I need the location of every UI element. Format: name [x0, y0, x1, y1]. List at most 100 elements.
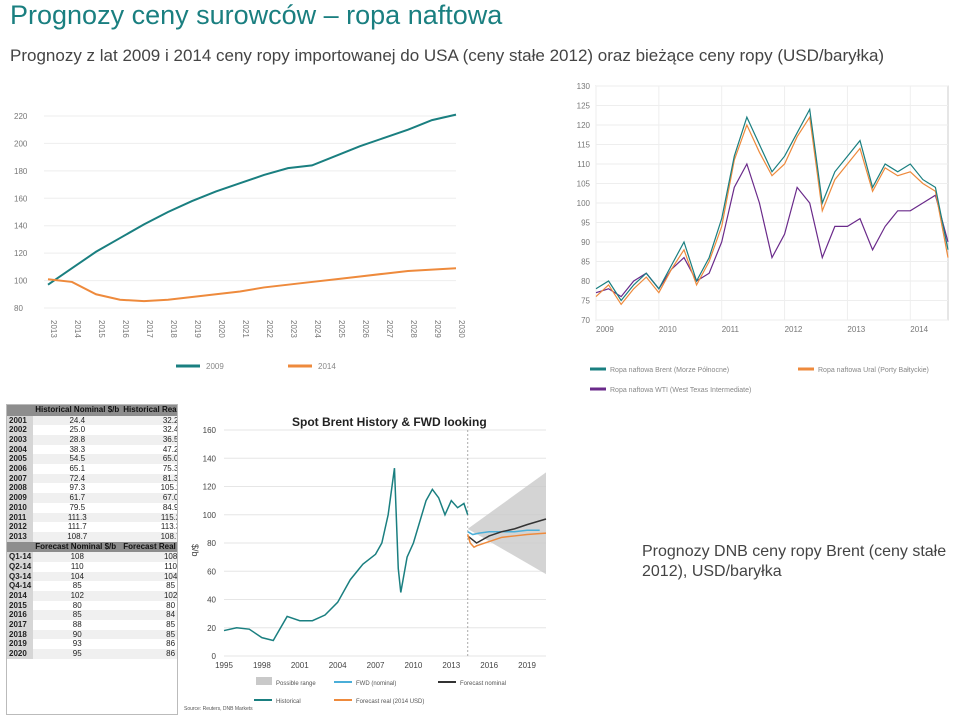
y-tick-label: 80 [581, 277, 590, 286]
y-tick-label: 160 [203, 426, 217, 435]
y-tick-label: 80 [14, 304, 23, 313]
legend-label: Ropa naftowa WTI (West Texas Intermediat… [610, 387, 751, 394]
row-label: 2019 [7, 639, 34, 650]
table-cell: 86 [121, 639, 177, 650]
row-label: 2002 [7, 425, 34, 435]
y-tick-label: 140 [203, 454, 217, 463]
y-tick-label: 75 [581, 297, 590, 306]
x-tick-label: 2024 [313, 320, 322, 338]
possible-range-area [467, 472, 546, 575]
table-cell: 80 [33, 600, 122, 611]
slide-subtitle: Prognozy z lat 2009 i 2014 ceny ropy imp… [10, 46, 885, 65]
row-label: 2003 [7, 434, 34, 445]
row-label: 2020 [7, 649, 34, 659]
x-tick-label: 2026 [361, 320, 370, 338]
table-cell: 85 [121, 620, 177, 630]
table-cell: Historical Real (2013) $/b [121, 405, 177, 416]
table-cell: 75.3 [121, 464, 177, 474]
y-tick-label: 220 [14, 112, 28, 121]
table-cell: 113.3 [121, 522, 177, 532]
table-cell: 111.7 [33, 522, 122, 532]
y-tick-label: 200 [14, 139, 28, 148]
row-label: Q4-14 [7, 581, 34, 591]
table-cell: Forecast Nominal $/b [33, 541, 122, 553]
table-cell: 67.0 [121, 493, 177, 503]
x-tick-label: 2022 [265, 320, 274, 338]
y-tick-label: 60 [207, 567, 216, 576]
table-cell: 32.4 [121, 425, 177, 435]
x-tick-label: 2014 [73, 320, 82, 338]
table-row: Q2-14 110 110 [7, 561, 177, 572]
table-cell: 25.0 [33, 425, 122, 435]
x-tick-label: 2020 [217, 320, 226, 338]
x-tick-label: 2011 [722, 325, 740, 334]
legend-label: 2009 [206, 362, 224, 371]
table-cell: 108.7 [33, 531, 122, 542]
x-tick-label: 2028 [409, 320, 418, 338]
table-cell: 81.3 [121, 473, 177, 484]
table-cell: 85 [121, 581, 177, 591]
legend-label: FWD (nominal) [356, 681, 396, 687]
series-line [466, 532, 547, 549]
table-cell: Historical Nominal $/b [33, 405, 122, 416]
table-cell: 97.3 [33, 483, 122, 494]
y-tick-label: 160 [14, 194, 28, 203]
chart-spot-brent-fwd: Spot Brent History & FWD looking 0 20 40 60 8… [180, 404, 564, 715]
row-label: 2011 [7, 512, 34, 523]
y-tick-label: 100 [14, 277, 28, 286]
series-line [223, 468, 469, 642]
table-cell: 88 [33, 620, 122, 630]
legend-label: Ropa naftowa Ural (Porty Bałtyckie) [818, 367, 929, 374]
x-tick-label: 2015 [97, 320, 106, 338]
row-label: Q2-14 [7, 561, 34, 572]
table-row: 2004 38.3 47.2 [7, 444, 177, 455]
y-tick-label: 105 [577, 180, 591, 189]
x-tick-label: 2025 [337, 320, 346, 338]
legend-label: Forecast real (2014 USD) [356, 699, 424, 705]
x-tick-label: 2016 [480, 661, 498, 670]
table-cell: 84 [121, 610, 177, 621]
table-cell: 115.2 [121, 512, 177, 523]
slide-title: Prognozy ceny surowców – ropa naftowa [10, 0, 503, 30]
table-cell: 24.4 [33, 415, 122, 426]
table-cell: 105.2 [121, 483, 177, 494]
series-line [595, 115, 949, 306]
row-label: 2010 [7, 502, 34, 513]
table-cell: 108 [33, 552, 122, 562]
table-row: 2005 54.5 65.0 [7, 454, 177, 465]
table-cell: 79.5 [33, 502, 122, 513]
x-tick-label: 2030 [457, 320, 466, 338]
row-label: 2012 [7, 522, 34, 532]
table-row: Q3-14 104 104 [7, 571, 177, 582]
x-tick-label: 2023 [289, 320, 298, 338]
chart-forecast-2009-2014: 80 100 120 140 160 180 200 220 2013 2014 2015 2016 2… [14, 112, 466, 371]
dnb-forecast-note: Prognozy DNB ceny ropy Brent (ceny stałe… [642, 543, 947, 580]
x-tick-label: 2013 [49, 320, 58, 338]
x-tick-label: 2027 [385, 320, 394, 338]
legend-swatch [256, 677, 272, 685]
y-tick-label: 85 [581, 258, 590, 267]
table-cell: 36.5 [121, 434, 177, 445]
table-row: 2016 85 84 [7, 610, 177, 621]
table-row: 2009 61.7 67.0 [7, 493, 177, 503]
row-label [7, 541, 34, 553]
legend-label: Possible range [276, 681, 316, 687]
row-label: Q3-14 [7, 571, 34, 582]
row-label: 2014 [7, 590, 34, 601]
row-label: 2006 [7, 464, 34, 474]
row-label: 2016 [7, 610, 34, 621]
x-tick-label: 2019 [518, 661, 536, 670]
table-row: 2007 72.4 81.3 [7, 473, 177, 484]
chart-background [180, 404, 564, 715]
row-label: 2001 [7, 415, 34, 426]
x-tick-label: 2016 [121, 320, 130, 338]
table-row: 2001 24.4 32.2 [7, 415, 177, 426]
row-label: 2017 [7, 620, 34, 630]
table-row: Q4-14 85 85 [7, 581, 177, 591]
